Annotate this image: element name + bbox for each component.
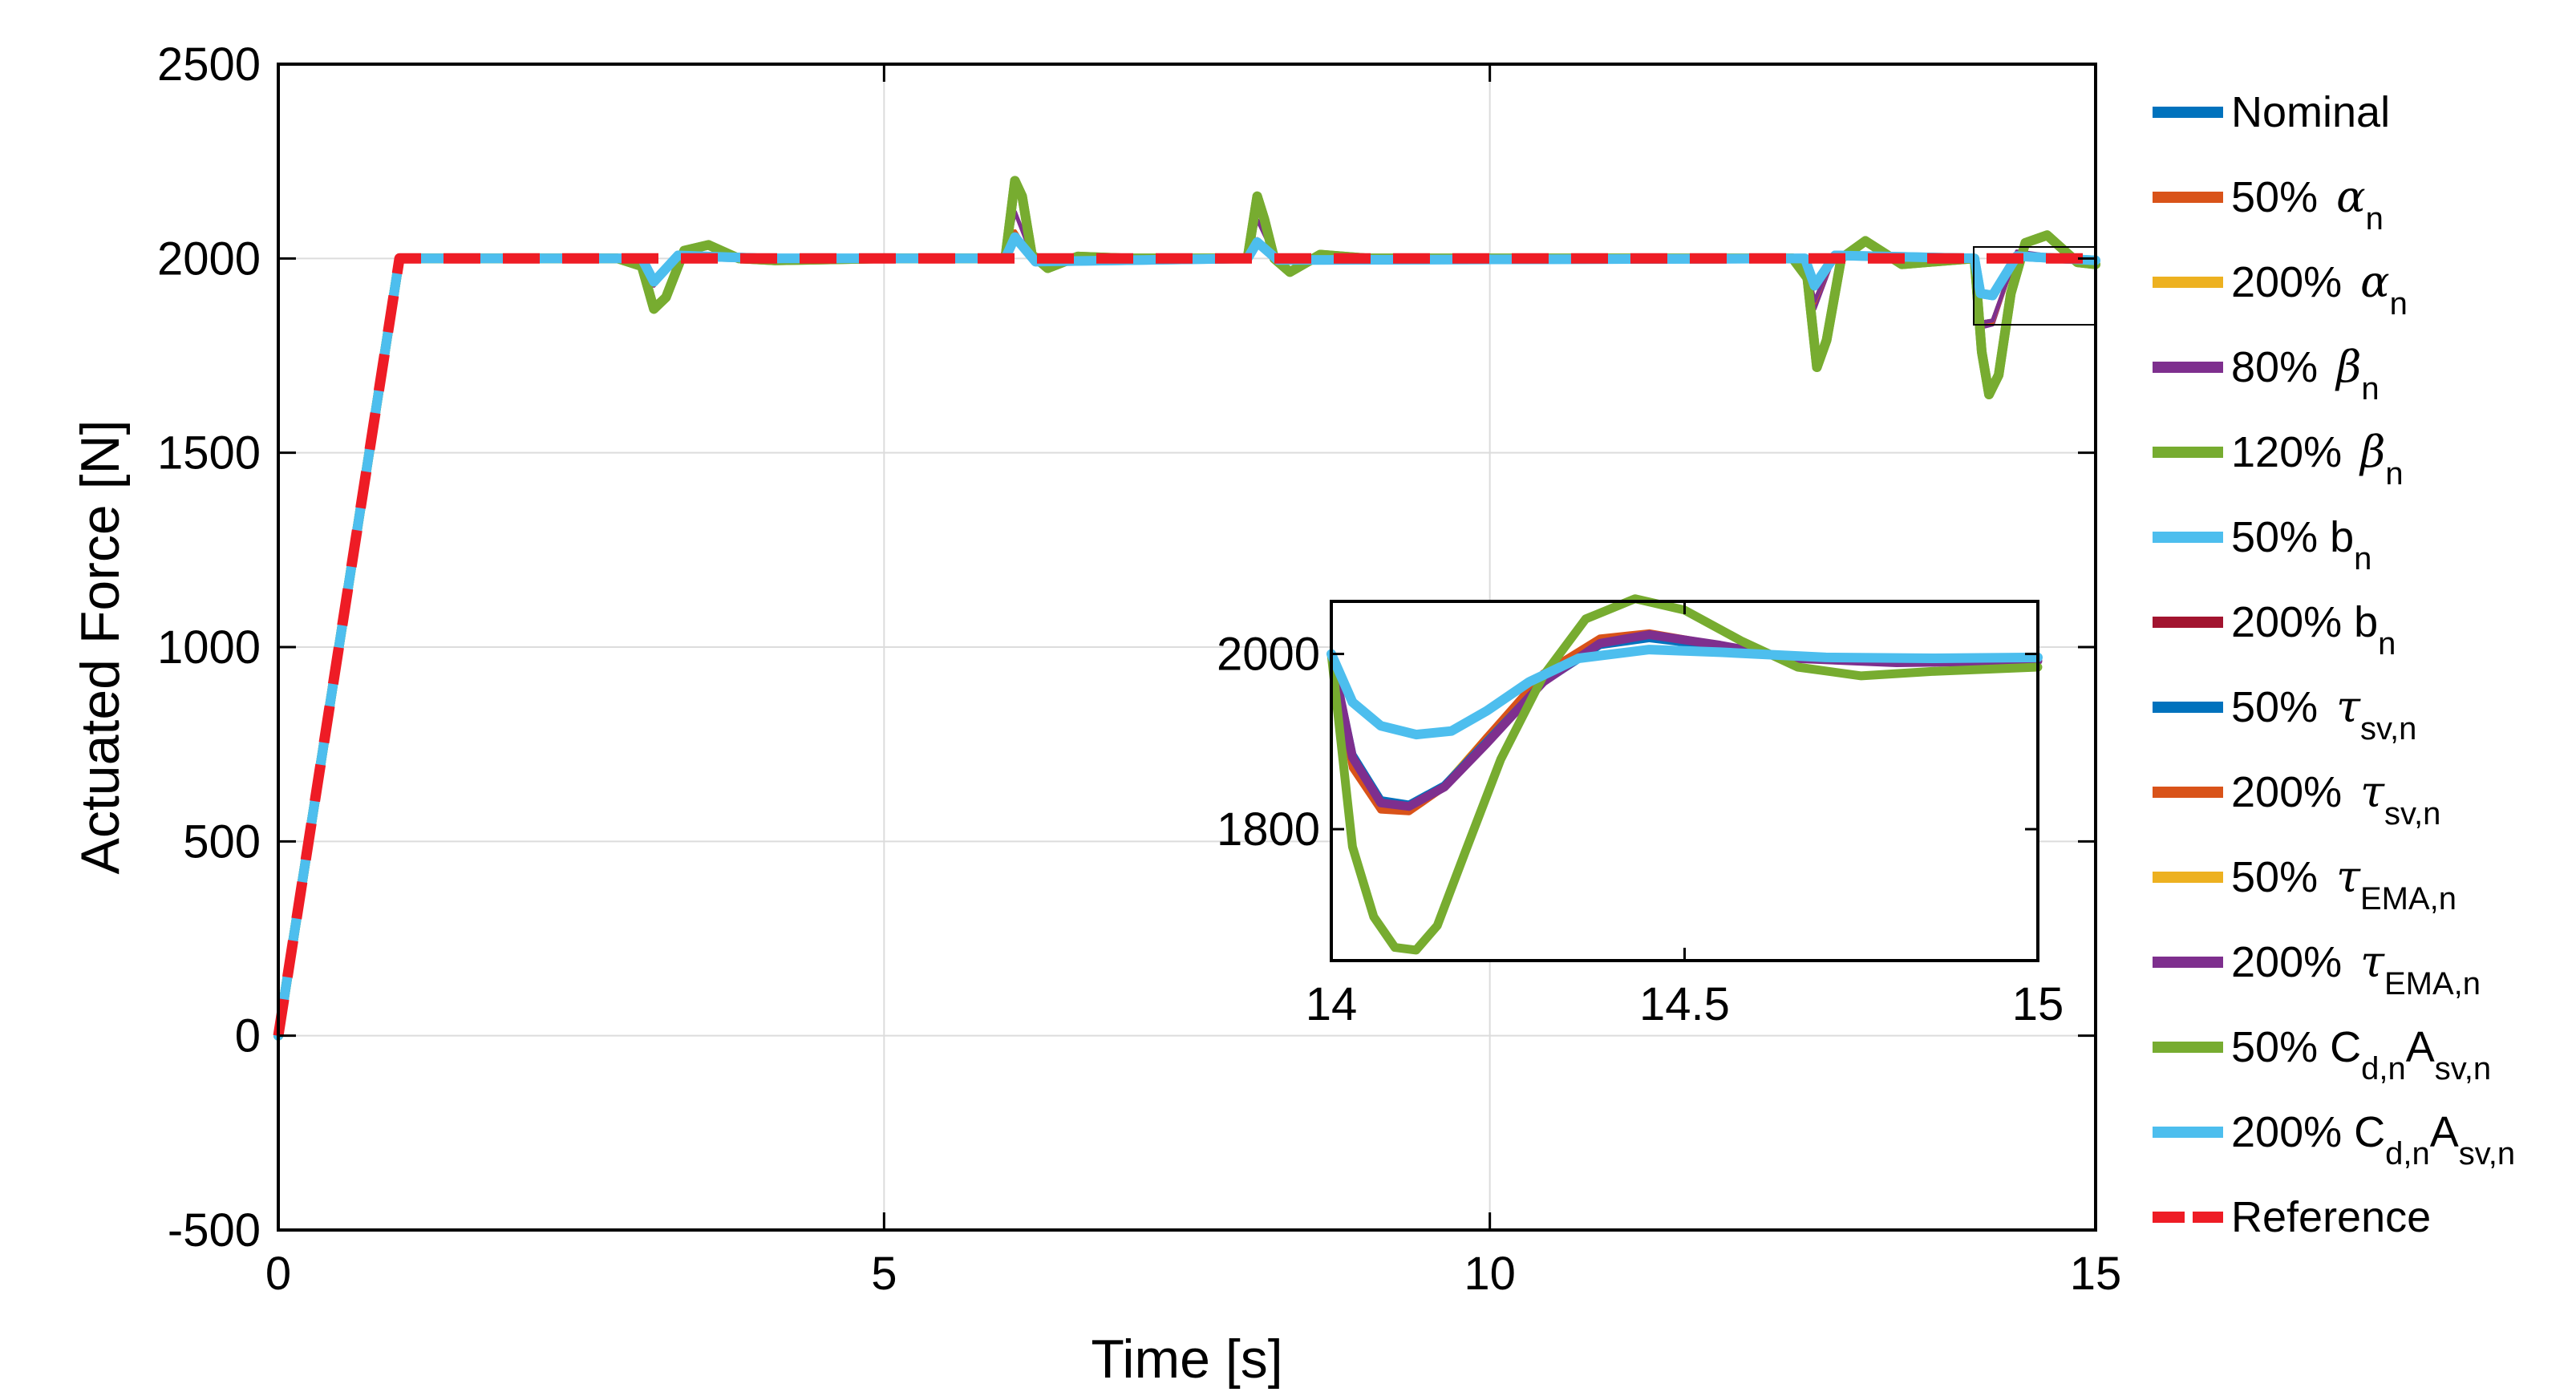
y-tick-label: 1500 bbox=[157, 427, 261, 479]
legend-label-symbol: α bbox=[2336, 172, 2365, 222]
legend-label-suffix: A bbox=[2430, 1108, 2459, 1156]
legend-label: Reference bbox=[2231, 1193, 2431, 1241]
y-tick-label: 2500 bbox=[157, 38, 261, 91]
legend-label-prefix: 50% bbox=[2231, 173, 2330, 221]
legend-label-subscript: n bbox=[2378, 626, 2396, 662]
x-tick-label: 15 bbox=[2070, 1248, 2122, 1300]
series-line-50-c-d-n-a-sv-n bbox=[273, 176, 2100, 1041]
legend-label-subscript: n bbox=[2366, 201, 2384, 237]
legend-label: 50% τsv,n bbox=[2231, 682, 2416, 747]
legend-entry-50-b-n: 50% bn bbox=[2153, 513, 2371, 577]
legend-label-suffix: A bbox=[2406, 1023, 2435, 1071]
legend-label: Nominal bbox=[2231, 88, 2390, 136]
legend-label-subscript: n bbox=[2385, 456, 2403, 492]
y-tick-label: 1000 bbox=[157, 621, 261, 674]
legend-label-subscript: EMA,n bbox=[2384, 966, 2481, 1001]
legend-label-subscript-2: sv,n bbox=[2459, 1136, 2515, 1171]
y-axis-label: Actuated Force [N] bbox=[70, 420, 131, 875]
legend-label-prefix: 200% C bbox=[2231, 1108, 2385, 1156]
y-tick-label: 0 bbox=[235, 1010, 261, 1062]
legend-entry-50-c-d-n-a-sv-n: 50% Cd,nAsv,n bbox=[2153, 1023, 2491, 1086]
legend-label-symbol: β bbox=[2359, 427, 2385, 477]
legend-label-subscript: n bbox=[2361, 371, 2379, 407]
legend-entry-80-beta-n: 80% βn bbox=[2153, 342, 2380, 407]
legend-label: 50% bn bbox=[2231, 513, 2371, 577]
series-line-reference bbox=[273, 253, 2096, 1037]
inset-y-tick-label: 2000 bbox=[1217, 629, 1320, 681]
inset-plot: 14 14.5 15 1800 2000 bbox=[1217, 594, 2064, 1030]
x-axis-label: Time [s] bbox=[1091, 1329, 1282, 1390]
legend-label-prefix: 50% bbox=[2231, 683, 2330, 731]
legend-label: 50% αn bbox=[2231, 172, 2384, 237]
legend-label: 200% Cd,nAsv,n bbox=[2231, 1108, 2515, 1171]
series-line-200-c-d-n-a-sv-n bbox=[273, 232, 2100, 1041]
legend-label-symbol: β bbox=[2335, 342, 2361, 392]
legend-entry-200-c-d-n-a-sv-n: 200% Cd,nAsv,n bbox=[2153, 1108, 2515, 1171]
legend-label-prefix: 200% bbox=[2231, 768, 2354, 816]
legend-label-symbol: τ bbox=[2336, 852, 2361, 902]
legend-label: 50% Cd,nAsv,n bbox=[2231, 1023, 2491, 1086]
legend-entry-50-tau-ema-n: 50% τEMA,n bbox=[2153, 852, 2457, 916]
legend-entry-200-tau-sv-n: 200% τsv,n bbox=[2153, 767, 2440, 832]
zoom-region-box bbox=[1973, 246, 2096, 326]
legend-label-subscript: n bbox=[2390, 286, 2408, 322]
legend-entry-120-beta-n: 120% βn bbox=[2153, 427, 2404, 492]
legend-entry-50-alpha-n: 50% αn bbox=[2153, 172, 2384, 237]
inset-axis-ticks: 14 14.5 15 1800 2000 bbox=[1217, 601, 2064, 1030]
main-plot-lines bbox=[273, 176, 2100, 1041]
legend-label-subscript: d,n bbox=[2385, 1136, 2430, 1171]
legend-label-prefix: 50% bbox=[2231, 853, 2330, 901]
legend-label: 200% τEMA,n bbox=[2231, 937, 2481, 1001]
legend-label-subscript: sv,n bbox=[2384, 796, 2440, 832]
legend-label: 200% τsv,n bbox=[2231, 767, 2440, 832]
legend-label-prefix: 120% bbox=[2231, 428, 2354, 476]
x-tick-label: 5 bbox=[871, 1248, 897, 1300]
legend-label: 200% αn bbox=[2231, 257, 2408, 322]
legend-label-symbol: α bbox=[2360, 257, 2389, 307]
y-tick-label: 500 bbox=[183, 815, 261, 868]
legend-label-subscript: EMA,n bbox=[2360, 881, 2457, 916]
x-tick-label: 10 bbox=[1464, 1248, 1516, 1300]
legend-label-prefix: 50% C bbox=[2231, 1023, 2361, 1071]
legend-label: 80% βn bbox=[2231, 342, 2380, 407]
legend-entry-nominal: Nominal bbox=[2153, 88, 2390, 136]
legend-label-symbol: τ bbox=[2360, 767, 2385, 817]
inset-x-tick-label: 15 bbox=[2012, 978, 2064, 1030]
legend-label-prefix: 80% bbox=[2231, 343, 2330, 391]
legend-entry-50-tau-sv-n: 50% τsv,n bbox=[2153, 682, 2416, 747]
y-tick-label: 2000 bbox=[157, 233, 261, 285]
legend-label-subscript: n bbox=[2354, 541, 2371, 577]
legend-entry-200-tau-ema-n: 200% τEMA,n bbox=[2153, 937, 2481, 1001]
legend-label-prefix: 200% bbox=[2231, 258, 2354, 306]
legend-label-subscript: sv,n bbox=[2360, 711, 2416, 747]
inset-plot-lines bbox=[1326, 594, 2043, 955]
legend-label-prefix: 200% bbox=[2231, 938, 2354, 986]
inset-y-tick-label: 1800 bbox=[1217, 803, 1320, 856]
legend-entry-200-b-n: 200% bn bbox=[2153, 598, 2396, 662]
y-tick-label: -500 bbox=[168, 1204, 261, 1256]
x-tick-label: 0 bbox=[265, 1248, 291, 1300]
legend-label-subscript-2: sv,n bbox=[2435, 1051, 2491, 1086]
legend-label: 200% bn bbox=[2231, 598, 2396, 662]
inset-x-tick-label: 14 bbox=[1306, 978, 1358, 1030]
legend-entry-reference: Reference bbox=[2153, 1193, 2431, 1241]
legend-label-prefix: 200% b bbox=[2231, 598, 2378, 646]
inset-series-line-50-b-n bbox=[1326, 645, 2043, 740]
legend-label-prefix: 50% b bbox=[2231, 513, 2354, 561]
legend-label-symbol: τ bbox=[2336, 682, 2361, 732]
legend-label-subscript: d,n bbox=[2361, 1051, 2406, 1086]
legend-entry-200-alpha-n: 200% αn bbox=[2153, 257, 2408, 322]
legend-label: 120% βn bbox=[2231, 427, 2404, 492]
legend-label-symbol: τ bbox=[2360, 937, 2385, 987]
inset-x-tick-label: 14.5 bbox=[1639, 978, 1730, 1030]
legend-label: 50% τEMA,n bbox=[2231, 852, 2457, 916]
